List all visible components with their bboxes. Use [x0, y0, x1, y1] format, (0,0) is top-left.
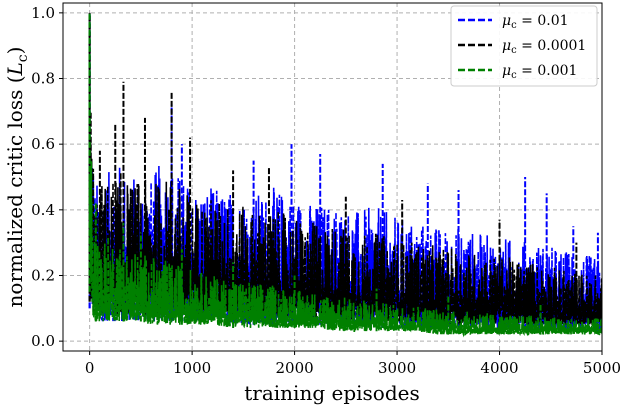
legend-label-1-value: = 0.01	[517, 13, 569, 29]
y-axis-label-main: normalized critic loss (	[3, 75, 27, 307]
legend-entry-1: μc = 0.01	[458, 13, 569, 31]
series-3	[88, 12, 602, 338]
x-tick-label: 1000	[173, 359, 211, 377]
legend-label-1-symbol: μ	[502, 13, 511, 29]
legend-label-3: μc = 0.001	[502, 63, 577, 81]
legend-box	[450, 5, 598, 87]
y-axis-label: normalized critic loss (Lc)	[3, 47, 31, 308]
legend-entry-2: μc = 0.0001	[458, 38, 586, 56]
y-tick-label: 0.6	[31, 135, 55, 153]
x-tick-label: 2000	[275, 359, 313, 377]
y-tick-label: 0.2	[31, 266, 55, 284]
series-line-3	[88, 161, 602, 338]
y-axis-label-subscript: c	[15, 54, 31, 62]
x-tick-label: 5000	[583, 359, 620, 377]
legend-label-3-subscript: c	[511, 70, 517, 81]
ticks: 0 1000 2000 3000 4000 5000 0.0 0.2 0.4 0.6 0.8 1.0	[31, 4, 620, 377]
series-layer	[88, 12, 602, 338]
legend: μc = 0.01 μc = 0.0001 μc = 0.001	[450, 5, 598, 87]
x-tick-label: 0	[85, 359, 95, 377]
legend-label-2-symbol: μ	[502, 38, 511, 54]
y-tick-label: 1.0	[31, 4, 55, 22]
legend-label-1: μc = 0.01	[502, 13, 569, 31]
plot-frame	[62, 2, 603, 352]
y-tick-label: 0.8	[31, 70, 55, 88]
legend-label-3-value: = 0.001	[517, 63, 578, 79]
legend-label-2: μc = 0.0001	[502, 38, 586, 56]
legend-label-2-value: = 0.0001	[517, 38, 587, 54]
y-tick-label: 0.4	[31, 201, 55, 219]
x-tick-label: 3000	[378, 359, 416, 377]
legend-label-3-symbol: μ	[502, 63, 511, 79]
legend-entry-3: μc = 0.001	[458, 63, 577, 81]
y-axis-label-close: )	[3, 47, 27, 55]
legend-label-2-subscript: c	[511, 45, 517, 56]
x-tick-label: 4000	[480, 359, 518, 377]
x-axis-label: training episodes	[244, 381, 419, 405]
y-axis-label-symbol: L	[3, 62, 27, 76]
y-tick-label: 0.0	[31, 332, 55, 350]
legend-label-1-subscript: c	[511, 20, 517, 31]
